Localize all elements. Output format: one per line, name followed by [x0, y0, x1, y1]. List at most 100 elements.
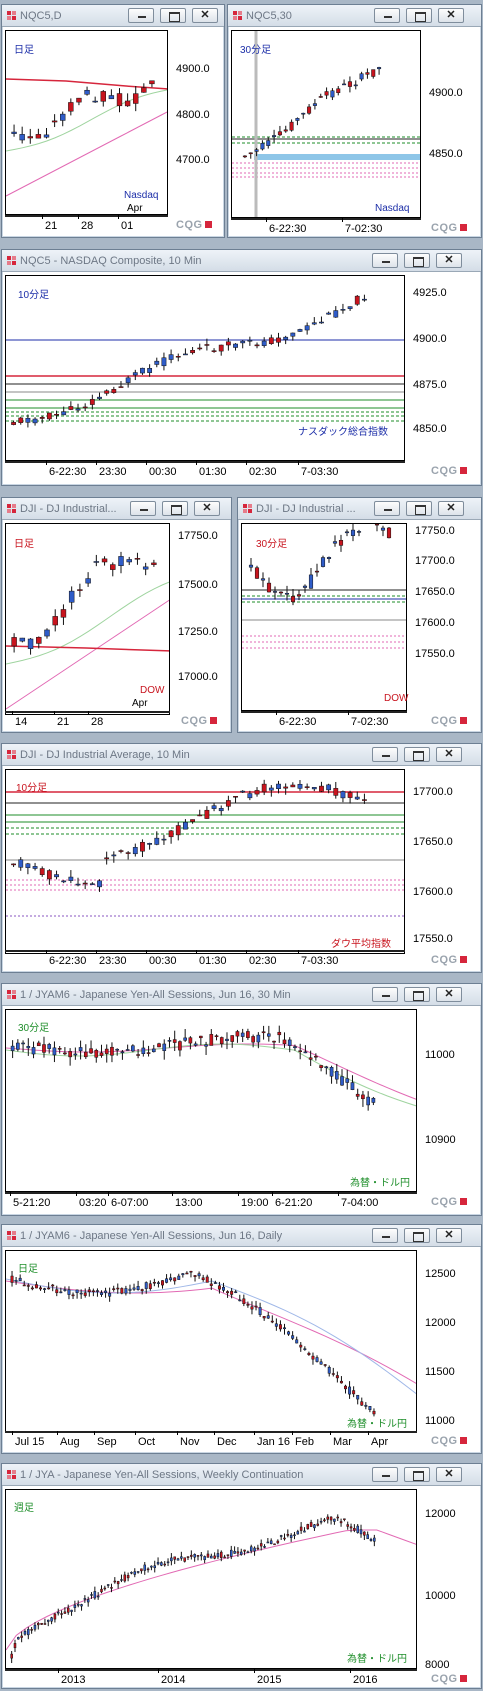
- close-button[interactable]: ✕: [436, 1467, 462, 1482]
- time-tick-label: 14: [15, 716, 28, 728]
- price-tick-label: 4700.0: [176, 154, 210, 166]
- price-tick-label: 11000: [425, 1415, 455, 1427]
- chart-window-yen-daily[interactable]: 1 / JYAM6 - Japanese Yen-All Sessions, J…: [1, 1224, 482, 1454]
- minimize-button[interactable]: [372, 1228, 398, 1243]
- minimize-button[interactable]: [374, 8, 400, 23]
- maximize-button[interactable]: [406, 501, 432, 516]
- title-bar[interactable]: 1 / JYAM6 - Japanese Yen-All Sessions, J…: [2, 1225, 481, 1247]
- close-button[interactable]: ✕: [436, 1228, 462, 1243]
- time-tick-label: Nov: [180, 1436, 200, 1448]
- candlesticks: [11, 80, 155, 144]
- period-label: 日足: [14, 45, 34, 56]
- price-tick-label: 10900: [425, 1134, 456, 1146]
- close-button[interactable]: ✕: [192, 8, 218, 23]
- maximize-button[interactable]: [404, 253, 430, 268]
- chart-window-nq-30min[interactable]: NQC5,30 ✕ 30分足 Nasdaq 4900.0 4850.0 CQG 6-…: [227, 4, 482, 238]
- maximize-button[interactable]: [404, 1467, 430, 1482]
- minimize-button[interactable]: [372, 253, 398, 268]
- price-tick-label: 17000.0: [178, 671, 218, 683]
- maximize-button[interactable]: [406, 8, 432, 23]
- price-tick-label: 12500: [425, 1268, 456, 1280]
- candlesticks: [11, 551, 157, 655]
- app-logo-icon: [7, 990, 16, 999]
- window-title: NQC5,30: [246, 10, 292, 22]
- chart-window-dow-daily[interactable]: DJI - DJ Industrial... ✕ 日足 DOW Apr 1775…: [1, 497, 232, 733]
- close-button[interactable]: ✕: [436, 253, 462, 268]
- chart-window-yen-weekly[interactable]: 1 / JYA - Japanese Yen-All Sessions, Wee…: [1, 1463, 482, 1689]
- chart-plot-area[interactable]: [231, 30, 421, 218]
- time-axis: 14 21 28: [5, 711, 170, 731]
- chart-window-yen-30min[interactable]: 1 / JYAM6 - Japanese Yen-All Sessions, J…: [1, 983, 482, 1216]
- maximize-button[interactable]: [404, 987, 430, 1002]
- price-axis: 12500 12000 11500 11000 CQG: [417, 1250, 481, 1447]
- minimize-button[interactable]: [372, 1467, 398, 1482]
- chart-plot-area[interactable]: [5, 1250, 417, 1433]
- maximize-button[interactable]: [404, 747, 430, 762]
- minimize-button[interactable]: [130, 501, 156, 516]
- cqg-logo: CQG: [431, 954, 467, 966]
- minimize-button[interactable]: [128, 8, 154, 23]
- chart-window-dow-10min[interactable]: DJI - DJ Industrial Average, 10 Min ✕ 10…: [1, 743, 482, 973]
- chart-plot-area[interactable]: [5, 275, 405, 461]
- chart-plot-area[interactable]: [241, 523, 407, 711]
- chart-plot-area[interactable]: [5, 1009, 417, 1192]
- candlesticks: [11, 294, 367, 428]
- symbol-tag: 為替・ドル円: [347, 1654, 407, 1665]
- window-title: 1 / JYAM6 - Japanese Yen-All Sessions, J…: [20, 1230, 283, 1242]
- close-button[interactable]: ✕: [194, 501, 220, 516]
- price-axis: 17700.0 17650.0 17600.0 17550.0 CQG: [405, 769, 481, 966]
- chart-plot-area[interactable]: [5, 1489, 417, 1669]
- time-tick-label: 28: [81, 220, 94, 232]
- maximize-button[interactable]: [160, 8, 186, 23]
- close-button[interactable]: ✕: [438, 8, 464, 23]
- maximize-button[interactable]: [162, 501, 188, 516]
- app-logo-icon: [7, 1231, 16, 1240]
- cqg-logo: CQG: [181, 715, 217, 727]
- app-logo-icon: [233, 11, 242, 20]
- title-bar[interactable]: NQC5,30 ✕: [228, 5, 481, 27]
- price-tick-label: 11000: [425, 1049, 455, 1061]
- close-button[interactable]: ✕: [436, 987, 462, 1002]
- time-tick-label: 6-22:30: [49, 466, 87, 478]
- chart-window-nasdaq-10min[interactable]: NQC5 - NASDAQ Composite, 10 Min ✕ 10分足 ナ…: [1, 249, 482, 486]
- symbol-tag: 為替・ドル円: [350, 1178, 410, 1189]
- title-bar[interactable]: 1 / JYAM6 - Japanese Yen-All Sessions, J…: [2, 984, 481, 1006]
- title-bar[interactable]: DJI - DJ Industrial... ✕: [2, 498, 231, 520]
- time-tick-label: 21: [57, 716, 70, 728]
- time-tick-label: Jan 16: [257, 1436, 291, 1448]
- price-tick-label: 8000: [425, 1659, 450, 1671]
- close-button[interactable]: ✕: [438, 501, 464, 516]
- chart-window-dow-30min[interactable]: DJI - DJ Industrial ... ✕ 30分足 DOW 17750…: [237, 497, 482, 733]
- candlesticks: [10, 1025, 376, 1111]
- maximize-button[interactable]: [404, 1228, 430, 1243]
- time-tick-label: 7-03:30: [301, 955, 339, 967]
- price-tick-label: 17700.0: [415, 555, 455, 567]
- symbol-tag: ダウ平均指数: [331, 939, 391, 950]
- title-bar[interactable]: NQC5,D ✕: [2, 5, 224, 27]
- title-bar[interactable]: DJI - DJ Industrial ... ✕: [238, 498, 481, 520]
- chart-plot-area[interactable]: [5, 769, 405, 954]
- cqg-logo: CQG: [431, 1435, 467, 1447]
- title-bar[interactable]: NQC5 - NASDAQ Composite, 10 Min ✕: [2, 250, 481, 272]
- symbol-tag: DOW: [384, 693, 409, 704]
- price-tick-label: 4900.0: [176, 63, 210, 75]
- price-tick-label: 17650.0: [415, 586, 455, 598]
- minimize-button[interactable]: [374, 501, 400, 516]
- time-tick-label: 01:30: [199, 466, 227, 478]
- price-axis: 11000 10900 CQG: [417, 1009, 481, 1208]
- time-tick-label: 2014: [161, 1674, 186, 1686]
- chart-plot-area[interactable]: [5, 523, 170, 715]
- close-button[interactable]: ✕: [436, 747, 462, 762]
- chart-window-nq-daily[interactable]: NQC5,D ✕ 日足 Nasdaq Apr 4900.0 4800.0 4700.…: [1, 4, 225, 238]
- price-tick-label: 17700.0: [413, 786, 453, 798]
- chart-plot-area[interactable]: [5, 30, 168, 215]
- minimize-button[interactable]: [372, 987, 398, 1002]
- title-bar[interactable]: DJI - DJ Industrial Average, 10 Min ✕: [2, 744, 481, 766]
- time-axis: 6-22:30 7-02:30: [231, 218, 421, 238]
- month-label: Apr: [127, 203, 143, 214]
- candlesticks: [248, 524, 392, 606]
- time-tick-label: 02:30: [249, 466, 277, 478]
- minimize-button[interactable]: [372, 747, 398, 762]
- title-bar[interactable]: 1 / JYA - Japanese Yen-All Sessions, Wee…: [2, 1464, 481, 1486]
- window-title: DJI - DJ Industrial Average, 10 Min: [20, 749, 190, 761]
